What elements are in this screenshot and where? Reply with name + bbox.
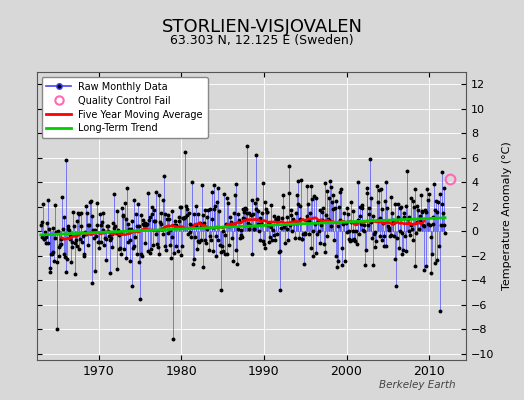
Y-axis label: Temperature Anomaly (°C): Temperature Anomaly (°C) [501, 142, 511, 290]
Legend: Raw Monthly Data, Quality Control Fail, Five Year Moving Average, Long-Term Tren: Raw Monthly Data, Quality Control Fail, … [41, 77, 208, 138]
Text: Berkeley Earth: Berkeley Earth [379, 380, 456, 390]
Text: 63.303 N, 12.125 E (Sweden): 63.303 N, 12.125 E (Sweden) [170, 34, 354, 47]
Text: STORLIEN-VISJOVALEN: STORLIEN-VISJOVALEN [161, 18, 363, 36]
